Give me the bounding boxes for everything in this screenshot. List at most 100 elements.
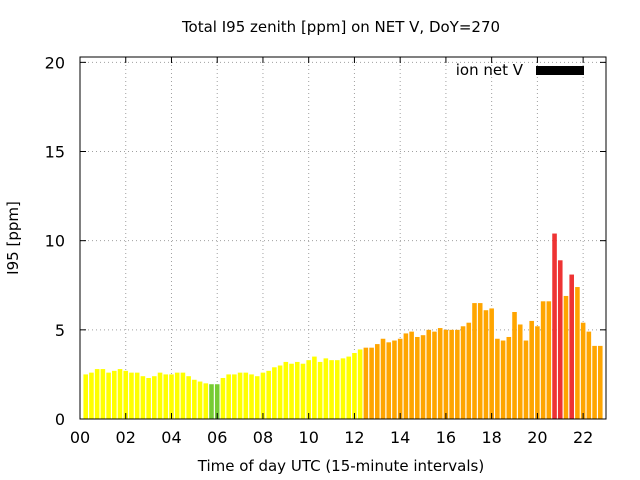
bar — [460, 326, 466, 419]
bar — [117, 369, 123, 419]
bar — [157, 372, 163, 419]
bar — [134, 372, 140, 419]
bar — [483, 310, 489, 419]
y-axis-label: I95 [ppm] — [4, 201, 22, 275]
bar — [152, 376, 157, 419]
bar — [535, 326, 540, 419]
bar — [306, 360, 311, 419]
bar — [403, 333, 409, 419]
bar — [174, 372, 180, 419]
bar — [477, 303, 483, 419]
bar — [489, 308, 494, 419]
bar — [123, 370, 129, 419]
bar — [237, 372, 243, 419]
bar — [437, 328, 443, 419]
x-tick-label: 14 — [390, 428, 410, 447]
x-tick-label: 18 — [481, 428, 501, 447]
bar — [300, 363, 306, 419]
grid — [80, 57, 606, 419]
bar — [277, 365, 283, 419]
y-tick-label: 0 — [55, 410, 65, 429]
bar — [283, 361, 289, 419]
bar — [500, 340, 506, 419]
bar — [357, 349, 363, 419]
bar — [312, 356, 317, 419]
bar — [254, 376, 260, 419]
y-tick-label: 10 — [45, 232, 65, 251]
legend-swatch — [536, 66, 584, 75]
bar — [443, 329, 449, 419]
x-tick-label: 04 — [161, 428, 181, 447]
bar — [375, 344, 380, 419]
bar — [575, 287, 580, 419]
bar — [272, 367, 277, 419]
bar — [266, 370, 271, 419]
bar — [163, 374, 169, 419]
bar — [420, 335, 426, 419]
bar — [397, 338, 403, 419]
plot-frame — [79, 56, 607, 420]
bar — [289, 363, 294, 419]
bar — [597, 345, 603, 419]
bar — [466, 322, 472, 419]
bar — [529, 320, 534, 419]
bar — [100, 369, 106, 419]
bar — [220, 377, 226, 419]
bar — [197, 381, 203, 419]
bar — [380, 338, 386, 419]
bar — [369, 347, 374, 419]
bar — [112, 370, 117, 419]
y-tick-label: 15 — [45, 143, 65, 162]
bar — [323, 358, 329, 419]
bar — [517, 324, 523, 419]
bar — [557, 260, 563, 419]
x-tick-label: 00 — [70, 428, 90, 447]
bar — [180, 372, 186, 419]
bar — [334, 360, 340, 419]
x-tick-label: 10 — [299, 428, 319, 447]
bar — [89, 372, 94, 419]
bar — [226, 374, 231, 419]
bar — [449, 329, 454, 419]
x-tick-label: 06 — [207, 428, 227, 447]
bar — [386, 342, 392, 419]
y-tick-label: 5 — [55, 321, 65, 340]
bar — [363, 347, 369, 419]
bar — [146, 377, 151, 419]
bar — [249, 374, 254, 419]
x-tick-label: 22 — [573, 428, 593, 447]
bar — [317, 361, 323, 419]
bar — [83, 374, 89, 419]
x-tick-label: 12 — [344, 428, 364, 447]
x-tick-label: 16 — [436, 428, 456, 447]
bar — [214, 384, 220, 419]
x-tick-label: 02 — [116, 428, 136, 447]
bar — [409, 331, 414, 419]
bar — [580, 322, 586, 419]
bars — [83, 233, 603, 419]
bar — [203, 383, 209, 419]
x-tick-label: 20 — [527, 428, 547, 447]
bar — [192, 379, 197, 419]
chart-title: Total I95 zenith [ppm] on NET V, DoY=270 — [181, 18, 500, 36]
bar — [426, 329, 432, 419]
bar — [523, 340, 529, 419]
bar — [169, 374, 174, 419]
x-axis-label: Time of day UTC (15-minute intervals) — [197, 457, 484, 475]
bar — [129, 372, 134, 419]
bar — [563, 295, 569, 419]
bar — [432, 331, 437, 419]
legend: ion net V — [456, 61, 584, 79]
bar — [294, 361, 300, 419]
bar — [569, 274, 574, 419]
bar — [140, 376, 146, 419]
x-tick-label: 08 — [253, 428, 273, 447]
bar — [592, 345, 597, 419]
bar — [352, 353, 357, 419]
bar — [232, 374, 237, 419]
bar — [243, 372, 249, 419]
bar — [346, 356, 352, 419]
bar — [186, 376, 191, 419]
bar — [106, 372, 111, 419]
bar — [546, 301, 552, 419]
